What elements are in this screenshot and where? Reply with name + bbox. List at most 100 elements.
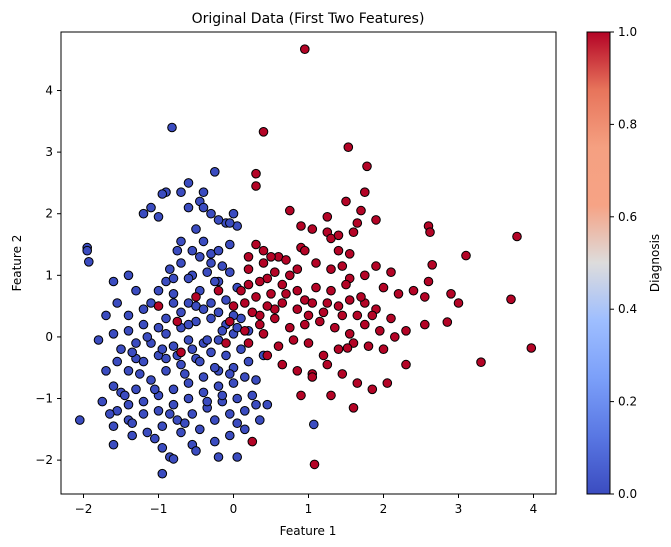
data-point [75,415,85,425]
data-point [198,187,209,197]
y-tick-label: 3 [45,145,53,159]
data-point [168,341,179,352]
data-point [183,335,194,345]
data-point [232,452,242,462]
y-axis: −2 −1 0 1 2 3 4 [35,84,61,467]
data-point [210,415,220,425]
data-point [206,313,216,324]
data-point [330,322,340,333]
data-point [93,335,104,345]
data-point [176,187,186,197]
data-point [476,357,486,368]
data-point [108,276,119,287]
data-point [146,375,156,385]
data-point [296,390,306,401]
x-tick-label: 3 [455,502,463,516]
data-point [240,326,250,336]
data-point [506,294,516,305]
colorbar-label: Diagnosis [648,234,662,292]
data-point [326,390,336,401]
data-point [213,307,224,318]
data-point [183,378,194,388]
data-point [258,258,269,268]
data-point [337,261,348,271]
data-point [254,276,265,287]
data-point [309,419,319,430]
data-point [198,372,209,382]
data-point [322,359,333,370]
data-point [356,205,366,216]
data-point [251,181,261,191]
data-point [425,227,435,237]
data-point [300,245,310,256]
data-point [84,257,94,267]
data-point [191,446,201,456]
data-point [251,375,261,385]
data-point [176,258,186,268]
data-point [210,362,220,373]
data-point [202,267,212,278]
data-point [153,322,164,333]
data-point [292,264,303,275]
data-point [247,436,258,447]
data-point [333,245,344,256]
x-axis: −2 −1 0 1 2 3 4 [75,494,537,516]
data-point [360,270,370,281]
data-point [251,399,261,410]
data-point [344,329,355,339]
data-point [161,313,171,324]
x-tick-label: −2 [75,502,93,516]
data-point [251,239,261,250]
data-point [198,202,209,213]
data-point [318,307,329,318]
data-point [442,317,453,327]
data-point [236,285,246,296]
data-point [82,245,92,256]
data-point [341,196,351,207]
x-tick-label: 0 [230,502,238,516]
data-point [206,298,216,308]
data-point [101,310,111,321]
data-point [228,378,239,388]
data-point [142,427,153,438]
data-point [236,344,246,355]
data-point [206,347,216,358]
data-point [168,289,179,299]
data-point [367,310,378,321]
data-point [217,326,228,336]
data-point [195,356,205,367]
data-point [195,251,205,262]
data-point [344,295,355,305]
data-point [168,454,179,464]
data-point [423,276,434,287]
data-point [150,384,160,395]
data-point [176,307,186,318]
data-point [168,273,179,284]
data-point [393,289,404,299]
data-point [401,359,411,370]
data-point [247,390,258,401]
y-tick-label: 0 [45,330,53,344]
data-point [258,127,269,137]
data-point [307,298,318,308]
data-point [288,335,299,345]
data-point [360,187,370,197]
data-point [352,310,363,321]
colorbar-ticks: 0.0 0.2 0.4 0.6 0.8 1.0 [610,25,637,501]
data-point [101,366,111,376]
data-point [420,319,430,330]
colorbar-tick-label: 0.0 [618,487,637,501]
data-point [187,409,198,419]
data-point [180,369,190,379]
data-point [228,208,239,219]
data-point [108,329,119,339]
data-point [206,258,216,268]
data-point [123,270,134,281]
data-point [176,236,186,247]
data-point [123,399,134,410]
data-point [202,396,212,407]
data-point [292,366,303,376]
data-point [315,316,325,327]
data-point [243,279,254,290]
